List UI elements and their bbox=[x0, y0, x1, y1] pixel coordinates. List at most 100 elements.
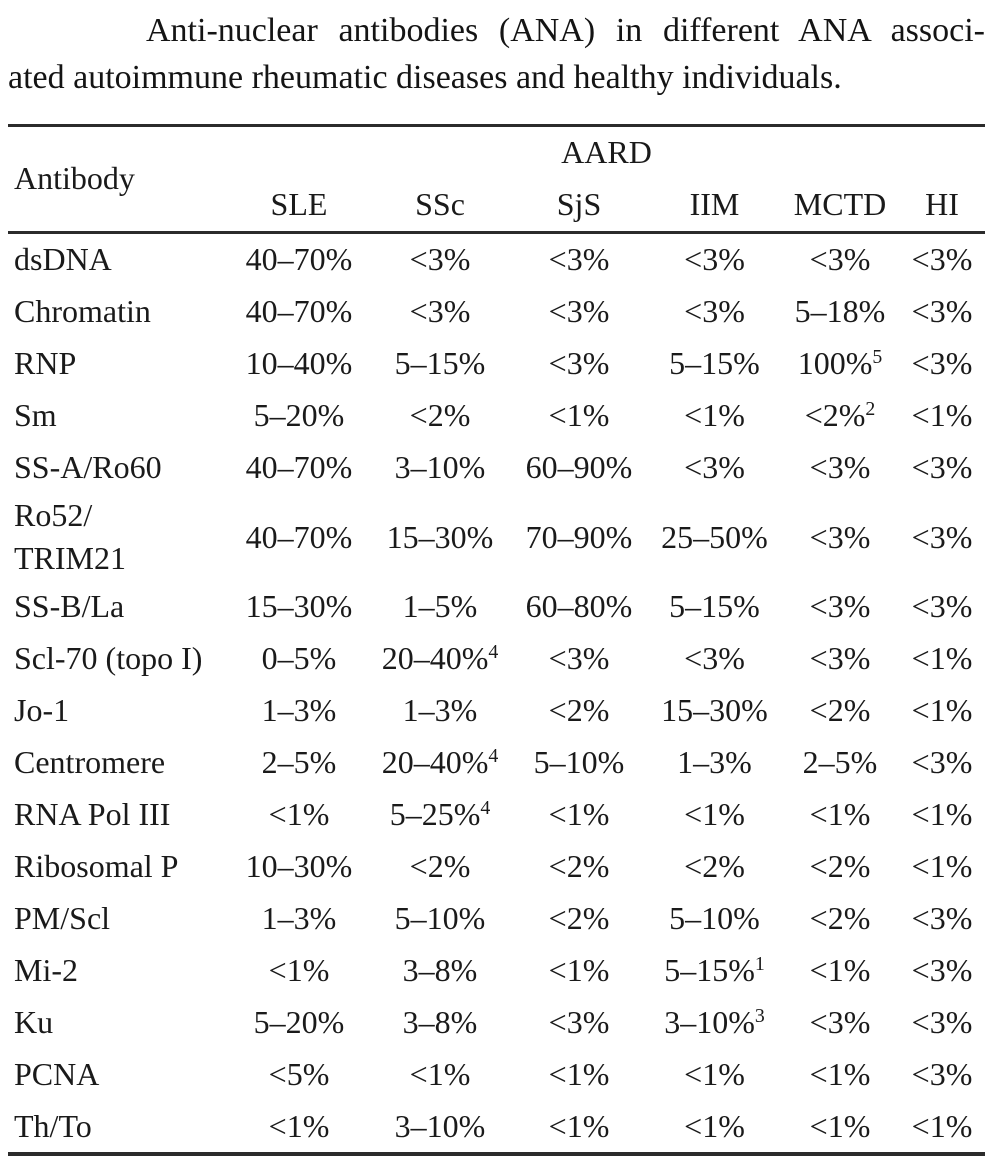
footnote-marker: 4 bbox=[480, 796, 491, 819]
prevalence-value-cell: <3% bbox=[548, 241, 610, 278]
prevalence-value-cell: <1% bbox=[911, 847, 973, 884]
prevalence-value-cell: <3% bbox=[911, 1055, 973, 1092]
prevalence-value-cell: <3% bbox=[809, 1003, 871, 1040]
prevalence-value-cell: <3% bbox=[809, 241, 871, 278]
prevalence-value-cell: <2% bbox=[548, 899, 610, 936]
antibody-name-cell: Ro52/TRIM21 bbox=[14, 496, 126, 576]
prevalence-value-cell: <1% bbox=[409, 1055, 471, 1092]
footnote-marker: 1 bbox=[754, 952, 765, 975]
prevalence-value-cell: <1% bbox=[548, 397, 610, 434]
prevalence-value-cell: 100%5 bbox=[797, 345, 883, 382]
prevalence-value-cell: 3–8% bbox=[402, 1003, 478, 1040]
prevalence-value-cell: <3% bbox=[911, 518, 973, 555]
column-header-sjs: SjS bbox=[556, 186, 602, 223]
prevalence-value-cell: <3% bbox=[684, 293, 745, 330]
antibody-name-cell: dsDNA bbox=[14, 241, 112, 278]
prevalence-value-cell: <1% bbox=[548, 795, 610, 832]
prevalence-value-cell: <3% bbox=[911, 241, 973, 278]
table-row: Ku 5–20% 3–8% <3% 3–10%3 <3% <3% bbox=[8, 996, 985, 1048]
prevalence-value-cell: <1% bbox=[548, 951, 610, 988]
table-row: Ro52/TRIM21 40–70% 15–30% 70–90% 25–50% <3% <3… bbox=[8, 494, 985, 580]
prevalence-value-cell: 10–40% bbox=[245, 345, 353, 382]
footnote-marker: 4 bbox=[488, 640, 499, 663]
prevalence-value-cell: 5–20% bbox=[253, 397, 345, 434]
prevalence-value-cell: 5–15% bbox=[669, 345, 760, 382]
prevalence-value-cell: 60–80% bbox=[525, 587, 633, 624]
prevalence-value-cell: <1% bbox=[911, 397, 973, 434]
footnote-marker: 5 bbox=[872, 346, 883, 369]
prevalence-value-cell: 15–30% bbox=[386, 518, 494, 555]
antibody-name-cell: SS-B/La bbox=[14, 587, 125, 624]
prevalence-value-cell: <2% bbox=[409, 397, 471, 434]
antibody-name-cell: PCNA bbox=[14, 1055, 100, 1092]
caption-line-2: ated autoimmune rheumatic diseases and h… bbox=[8, 58, 842, 96]
antibody-name-cell: Ribosomal P bbox=[14, 847, 179, 884]
footnote-marker: 4 bbox=[488, 744, 499, 767]
antibody-name-cell: RNA Pol III bbox=[14, 795, 171, 832]
prevalence-value-cell: 3–10% bbox=[394, 1107, 486, 1144]
column-header-ssc: SSc bbox=[415, 186, 465, 223]
prevalence-value-cell: 10–30% bbox=[245, 847, 353, 884]
prevalence-value-cell: <1% bbox=[684, 1055, 745, 1092]
prevalence-value-cell: <3% bbox=[548, 345, 610, 382]
table-body: dsDNA 40–70% <3% <3% <3% <3% <3% Chromatin 40–70… bbox=[8, 232, 985, 1154]
prevalence-value-cell: 70–90% bbox=[525, 518, 633, 555]
table-row: Centromere 2–5% 20–40%4 5–10% 1–3% 2–5% <3% bbox=[8, 736, 985, 788]
column-header-antibody: Antibody bbox=[14, 160, 135, 197]
prevalence-value-cell: 1–3% bbox=[677, 743, 752, 780]
prevalence-value-cell: <3% bbox=[911, 899, 973, 936]
prevalence-value-cell: <3% bbox=[911, 345, 973, 382]
prevalence-value-cell: <2% bbox=[809, 691, 871, 728]
prevalence-value-cell: 0–5% bbox=[261, 639, 337, 676]
prevalence-value-cell: 5–15%1 bbox=[664, 951, 765, 988]
table-row: dsDNA 40–70% <3% <3% <3% <3% <3% bbox=[8, 232, 985, 286]
table-row: PM/Scl 1–3% 5–10% <2% 5–10% <2% <3% bbox=[8, 892, 985, 944]
table-row: SS-A/Ro60 40–70% 3–10% 60–90% <3% <3% <3% bbox=[8, 442, 985, 494]
prevalence-value-cell: <2%2 bbox=[804, 397, 876, 434]
antibody-name-cell: Scl-70 (topo I) bbox=[14, 639, 203, 676]
prevalence-value-cell: <1% bbox=[911, 639, 973, 676]
prevalence-value-cell: 5–10% bbox=[533, 743, 625, 780]
prevalence-value-cell: <1% bbox=[809, 951, 871, 988]
prevalence-value-cell: <3% bbox=[911, 293, 973, 330]
prevalence-value-cell: 2–5% bbox=[261, 743, 337, 780]
header-row-diseases: SLE SSc SjS IIM MCTD HI bbox=[8, 179, 985, 233]
table-row: Scl-70 (topo I) 0–5% 20–40%4 <3% <3% <3% <1% bbox=[8, 632, 985, 684]
prevalence-value-cell: <1% bbox=[809, 1107, 871, 1144]
prevalence-value-cell: <2% bbox=[809, 899, 871, 936]
table-row: PCNA <5% <1% <1% <1% <1% <3% bbox=[8, 1048, 985, 1100]
prevalence-value-cell: 5–15% bbox=[669, 587, 760, 624]
prevalence-value-cell: <2% bbox=[409, 847, 471, 884]
prevalence-value-cell: <1% bbox=[684, 1107, 745, 1144]
prevalence-value-cell: 3–10%3 bbox=[664, 1003, 765, 1040]
prevalence-value-cell: 3–10% bbox=[394, 449, 486, 486]
column-header-sle: SLE bbox=[270, 186, 328, 223]
column-header-hi: HI bbox=[925, 186, 959, 223]
table-row: Th/To <1% 3–10% <1% <1% <1% <1% bbox=[8, 1100, 985, 1154]
prevalence-value-cell: 40–70% bbox=[245, 293, 353, 330]
footnote-marker: 2 bbox=[865, 398, 876, 421]
prevalence-value-cell: <3% bbox=[684, 639, 745, 676]
antibody-name-cell: Mi-2 bbox=[14, 951, 78, 988]
prevalence-value-cell: <1% bbox=[548, 1055, 610, 1092]
prevalence-value-cell: 1–5% bbox=[402, 587, 478, 624]
prevalence-value-cell: 1–3% bbox=[402, 691, 478, 728]
prevalence-value-cell: <3% bbox=[911, 1003, 973, 1040]
prevalence-value-cell: <3% bbox=[911, 449, 973, 486]
prevalence-value-cell: 40–70% bbox=[245, 241, 353, 278]
prevalence-value-cell: 3–8% bbox=[402, 951, 478, 988]
table-row: Jo-1 1–3% 1–3% <2% 15–30% <2% <1% bbox=[8, 684, 985, 736]
prevalence-value-cell: 20–40%4 bbox=[381, 743, 499, 780]
prevalence-value-cell: <5% bbox=[268, 1055, 330, 1092]
antibody-name-cell: Centromere bbox=[14, 743, 166, 780]
prevalence-value-cell: 5–25%4 bbox=[389, 795, 491, 832]
prevalence-value-cell: 5–15% bbox=[394, 345, 486, 382]
column-header-mctd: MCTD bbox=[793, 186, 887, 223]
prevalence-value-cell: 40–70% bbox=[245, 449, 353, 486]
column-header-iim: IIM bbox=[689, 186, 740, 223]
prevalence-value-cell: <3% bbox=[409, 241, 471, 278]
table-header: Antibody AARD SLE SSc SjS IIM MCTD HI bbox=[8, 125, 986, 233]
prevalence-value-cell: <1% bbox=[809, 1055, 871, 1092]
prevalence-value-cell: <1% bbox=[684, 397, 745, 434]
